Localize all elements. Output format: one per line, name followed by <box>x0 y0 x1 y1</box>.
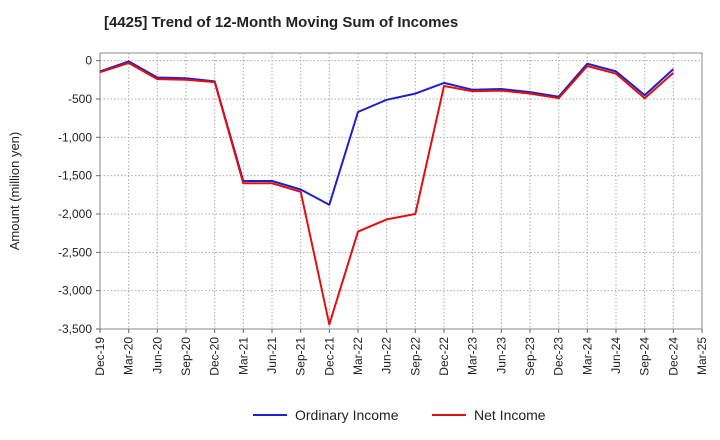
legend-label-net-income: Net Income <box>474 407 546 423</box>
x-tick-label: Jun-23 <box>494 337 508 374</box>
series-line-ordinary-income <box>99 60 674 206</box>
grid-lines <box>99 53 703 330</box>
series-lines <box>99 60 674 326</box>
x-tick-label: Jun-24 <box>609 337 623 374</box>
legend-label-ordinary-income: Ordinary Income <box>295 407 399 423</box>
plot-area-frame <box>99 52 703 330</box>
x-tick-label: Dec-24 <box>666 337 680 376</box>
x-tick-label: Mar-21 <box>236 337 250 375</box>
x-tick-label: Dec-23 <box>552 337 566 376</box>
x-tick-label: Jun-21 <box>265 337 279 374</box>
x-tick-label: Sep-21 <box>294 337 308 376</box>
x-tick-label: Sep-20 <box>179 337 193 376</box>
y-tick-label: 0 <box>85 54 92 68</box>
x-tick-label: Dec-19 <box>93 337 107 376</box>
x-tick-label: Mar-20 <box>122 337 136 375</box>
x-tick-label: Jun-20 <box>150 337 164 374</box>
x-tick-label: Sep-22 <box>408 337 422 376</box>
y-tick-label: -1,000 <box>58 130 92 144</box>
x-axis-ticks: Dec-19 Mar-20 Jun-20 Sep-20 Dec-20 Mar-21 Jun-… <box>93 329 709 376</box>
x-tick-label: Mar-24 <box>580 337 594 375</box>
y-tick-label: -1,500 <box>58 169 92 183</box>
y-axis-label: Amount (million yen) <box>7 132 22 251</box>
x-tick-label: Dec-21 <box>322 337 336 376</box>
y-tick-label: -2,000 <box>58 207 92 221</box>
x-tick-label: Jun-22 <box>380 337 394 374</box>
legend: Ordinary Income Net Income <box>253 407 546 423</box>
y-tick-label: -3,000 <box>58 284 92 298</box>
x-tick-label: Mar-23 <box>466 337 480 375</box>
x-tick-label: Sep-23 <box>523 337 537 376</box>
series-line-net-income <box>99 62 674 326</box>
x-tick-label: Mar-22 <box>351 337 365 375</box>
x-tick-label: Dec-20 <box>208 337 222 376</box>
y-axis-ticks: 0 -500 -1,000 -1,500 -2,000 -2,500 -3,000 -3,50… <box>58 54 100 336</box>
chart-title: [4425] Trend of 12-Month Moving Sum of I… <box>104 14 459 31</box>
x-tick-label: Mar-25 <box>695 337 709 375</box>
y-tick-label: -500 <box>68 92 92 106</box>
y-tick-label: -3,500 <box>58 322 92 336</box>
y-tick-label: -2,500 <box>58 245 92 259</box>
x-tick-label: Dec-22 <box>437 337 451 376</box>
x-tick-label: Sep-24 <box>638 337 652 376</box>
